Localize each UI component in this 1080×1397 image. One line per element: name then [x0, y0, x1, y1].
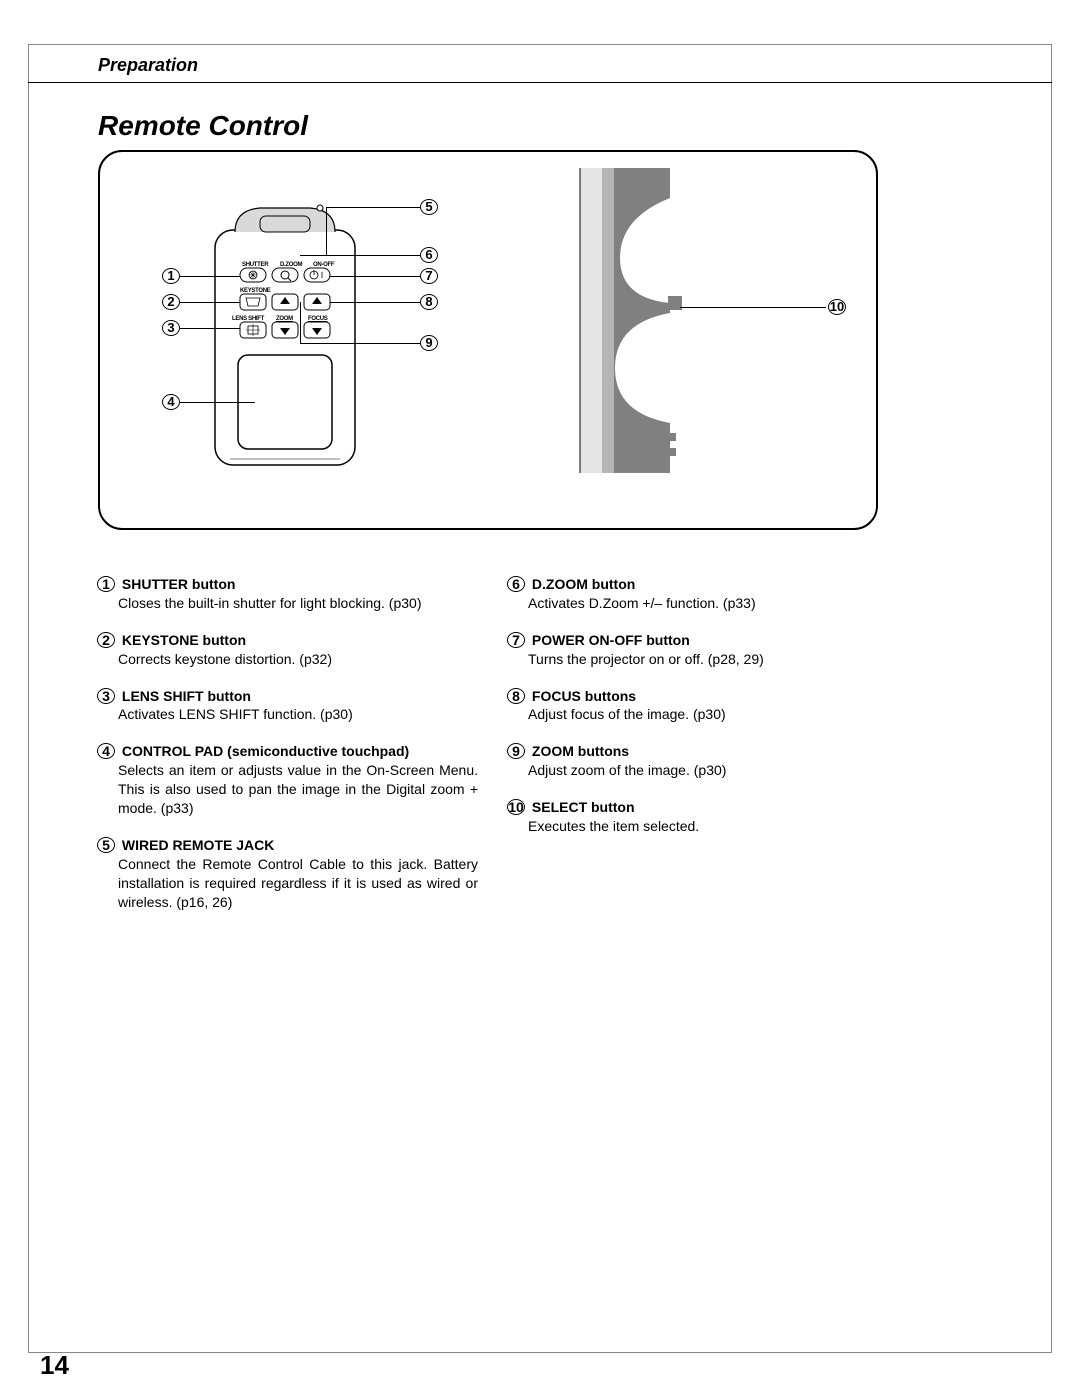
callout-line: [330, 276, 420, 277]
desc-shutter: 1 SHUTTER button Closes the built-in shu…: [98, 575, 478, 613]
right-column: 6 D.ZOOM button Activates D.Zoom +/– fun…: [508, 575, 888, 929]
desc-focus: 8 FOCUS buttons Adjust focus of the imag…: [508, 687, 888, 725]
desc-poweronoff: 7 POWER ON-OFF button Turns the projecto…: [508, 631, 888, 669]
desc-zoom: 9 ZOOM buttons Adjust zoom of the image.…: [508, 742, 888, 780]
callout-2: 2: [162, 295, 180, 309]
desc-lensshift: 3 LENS SHIFT button Activates LENS SHIFT…: [98, 687, 478, 725]
callout-5: 5: [420, 200, 438, 214]
header-rule: [28, 82, 1052, 83]
descriptions: 1 SHUTTER button Closes the built-in shu…: [98, 575, 888, 929]
callout-line: [326, 207, 327, 255]
callout-line: [180, 302, 240, 303]
callout-3: 3: [162, 321, 180, 335]
desc-controlpad: 4 CONTROL PAD (semiconductive touchpad) …: [98, 742, 478, 818]
callout-1: 1: [162, 269, 180, 283]
svg-text:ON-OFF: ON-OFF: [313, 262, 335, 268]
callout-4: 4: [162, 395, 180, 409]
callout-line: [300, 255, 420, 256]
remote-front-diagram: SHUTTER D.ZOOM ON-OFF KEYSTONE LENS SHIF…: [210, 170, 360, 470]
page-number: 14: [40, 1350, 69, 1381]
svg-text:ZOOM: ZOOM: [276, 316, 293, 322]
desc-dzoom: 6 D.ZOOM button Activates D.Zoom +/– fun…: [508, 575, 888, 613]
page-title: Remote Control: [98, 110, 308, 142]
desc-select: 10 SELECT button Executes the item selec…: [508, 798, 888, 836]
desc-keystone: 2 KEYSTONE button Corrects keystone dist…: [98, 631, 478, 669]
svg-text:KEYSTONE: KEYSTONE: [240, 288, 271, 294]
callout-6: 6: [420, 248, 438, 262]
remote-side-diagram: [560, 168, 700, 478]
svg-text:LENS SHIFT: LENS SHIFT: [232, 316, 265, 322]
callout-7: 7: [420, 269, 438, 283]
callout-line: [680, 307, 826, 308]
left-column: 1 SHUTTER button Closes the built-in shu…: [98, 575, 478, 929]
callout-10: 10: [828, 300, 846, 314]
callout-8: 8: [420, 295, 438, 309]
svg-text:FOCUS: FOCUS: [308, 316, 328, 322]
callout-line: [326, 207, 420, 208]
callout-line: [180, 402, 255, 403]
callout-line: [300, 302, 301, 344]
callout-9: 9: [420, 336, 438, 350]
desc-wiredjack: 5 WIRED REMOTE JACK Connect the Remote C…: [98, 836, 478, 912]
callout-line: [180, 328, 240, 329]
callout-line: [300, 343, 420, 344]
section-header: Preparation: [98, 55, 198, 76]
callout-line: [330, 302, 420, 303]
callout-line: [180, 276, 240, 277]
svg-text:D.ZOOM: D.ZOOM: [280, 262, 302, 268]
svg-text:SHUTTER: SHUTTER: [242, 262, 269, 268]
